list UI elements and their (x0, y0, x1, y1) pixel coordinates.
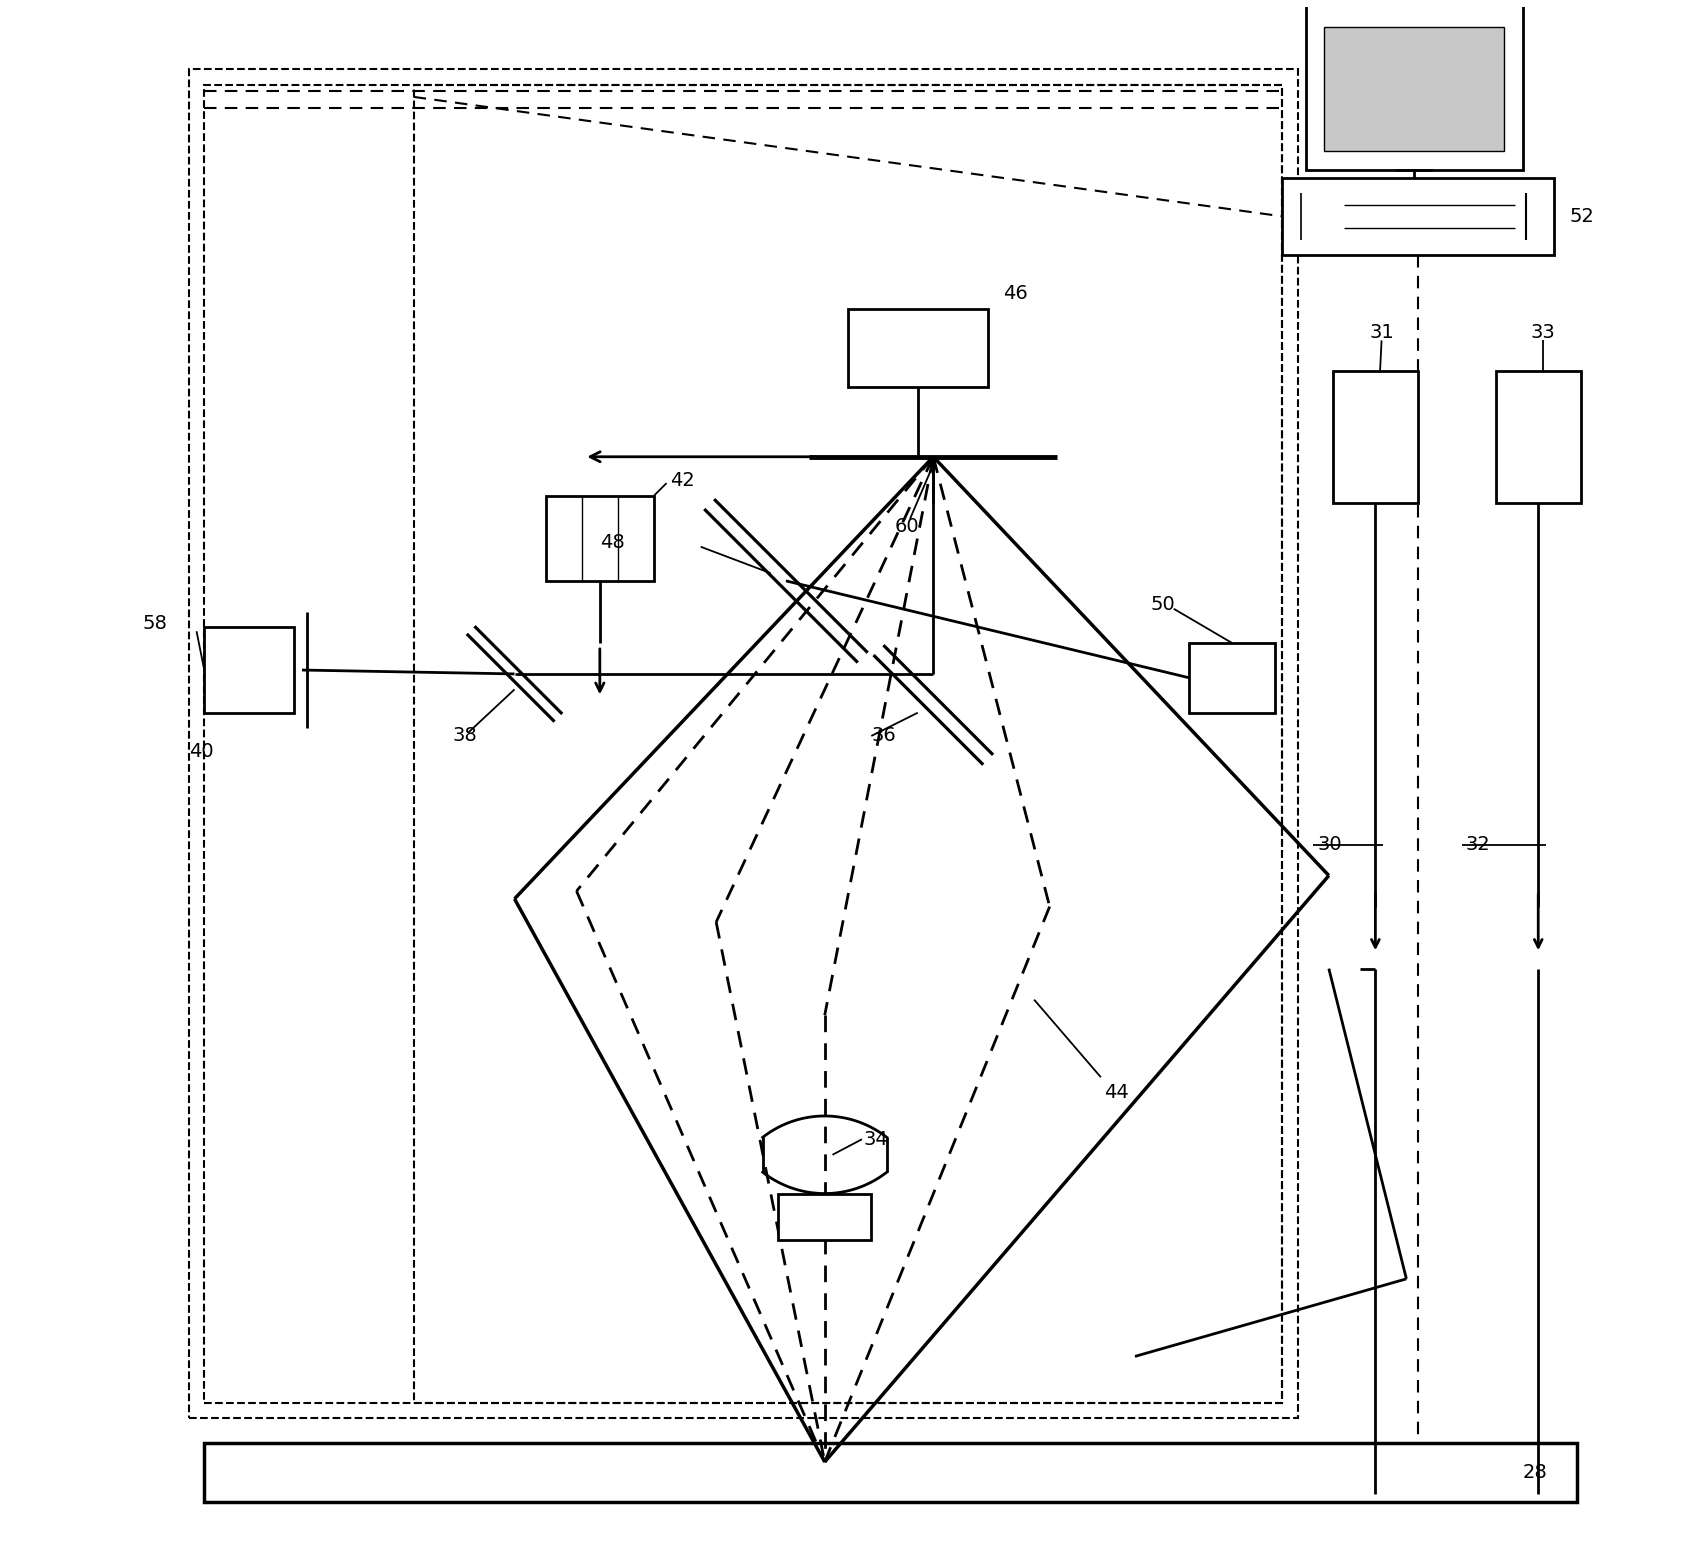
Text: 50: 50 (1150, 595, 1175, 613)
Text: 36: 36 (872, 726, 895, 745)
Bar (1496, 371, 1581, 504)
Bar (414, 85, 1282, 1402)
Text: 60: 60 (894, 516, 919, 537)
Bar (1189, 643, 1275, 712)
Text: 40: 40 (188, 742, 214, 761)
Text: 52: 52 (1569, 207, 1594, 225)
Text: 34: 34 (863, 1130, 889, 1149)
Text: 38: 38 (453, 726, 477, 745)
Text: 44: 44 (1104, 1083, 1128, 1102)
Bar (204, 628, 293, 712)
Text: 31: 31 (1369, 324, 1394, 343)
Bar (204, 1443, 1577, 1502)
Text: 58: 58 (142, 613, 168, 632)
Bar (848, 310, 987, 387)
Text: 42: 42 (670, 471, 694, 490)
Text: 30: 30 (1318, 836, 1343, 854)
Text: 33: 33 (1530, 324, 1555, 343)
Text: 28: 28 (1523, 1463, 1547, 1482)
Bar (188, 69, 1297, 1418)
Text: 32: 32 (1465, 836, 1491, 854)
Bar (204, 85, 1282, 1402)
Bar (1325, 27, 1504, 152)
Bar (778, 1194, 872, 1239)
Bar (1282, 177, 1554, 255)
Bar (1306, 0, 1523, 171)
Text: 46: 46 (1002, 285, 1028, 304)
Text: 48: 48 (600, 532, 624, 551)
Bar (546, 496, 655, 581)
Bar (1333, 371, 1418, 504)
